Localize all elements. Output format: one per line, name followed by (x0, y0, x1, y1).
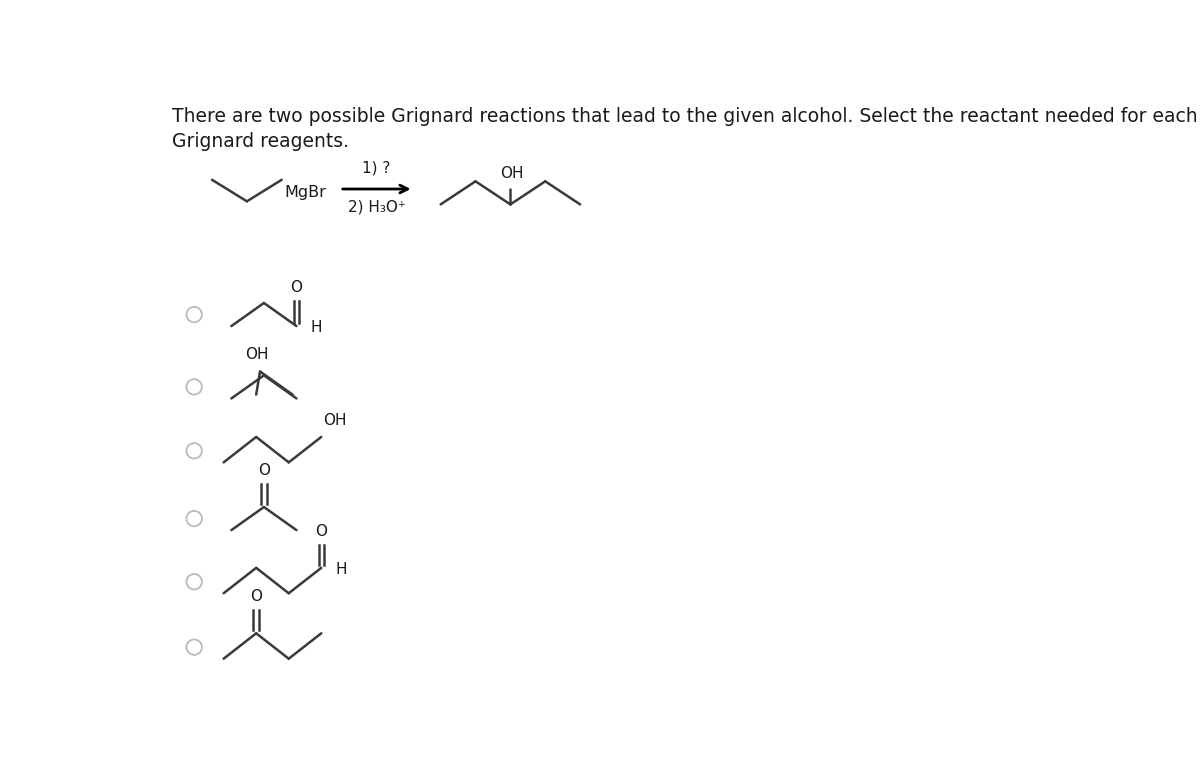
Text: 2) H₃O⁺: 2) H₃O⁺ (348, 199, 406, 215)
Text: OH: OH (323, 413, 347, 427)
Text: MgBr: MgBr (284, 185, 326, 199)
Text: OH: OH (500, 166, 523, 182)
Text: O: O (316, 523, 328, 539)
Text: O: O (250, 589, 262, 604)
Text: O: O (258, 463, 270, 478)
Text: H: H (311, 320, 322, 335)
Text: 1) ?: 1) ? (362, 161, 391, 176)
Text: OH: OH (245, 347, 269, 363)
Text: There are two possible Grignard reactions that lead to the given alcohol. Select: There are two possible Grignard reaction… (172, 107, 1200, 151)
Text: H: H (335, 562, 347, 577)
Text: O: O (290, 281, 302, 295)
